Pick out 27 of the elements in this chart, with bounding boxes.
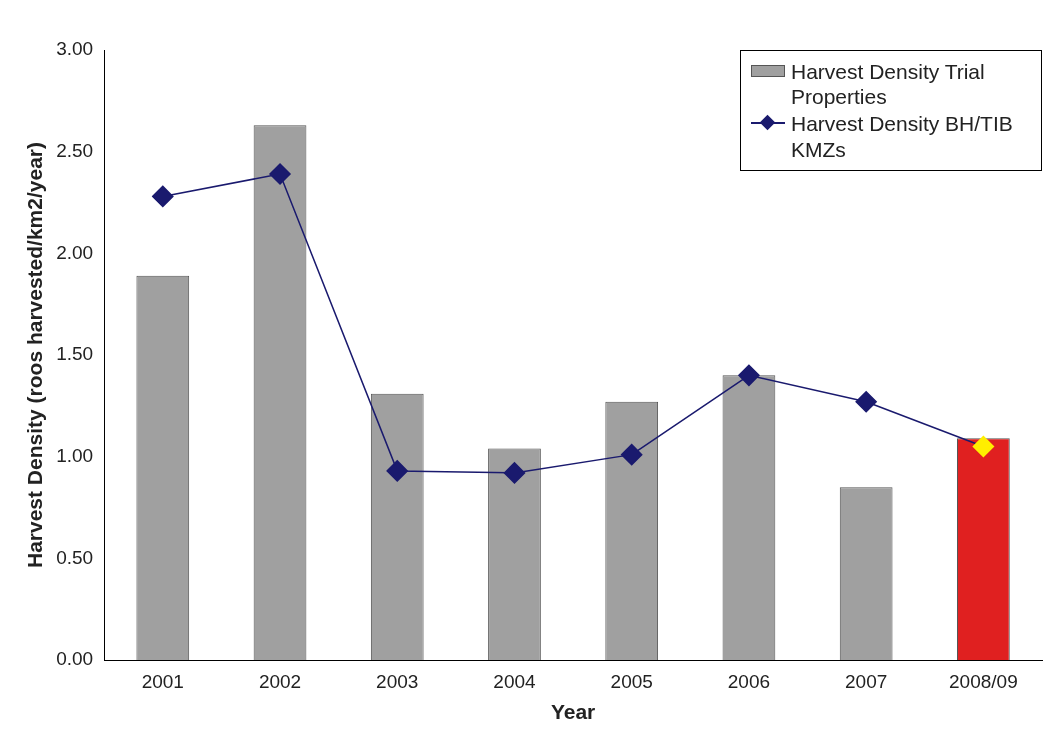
point	[855, 391, 877, 413]
x-tick-label: 2006	[727, 670, 771, 692]
x-tick-label: 2002	[258, 670, 302, 692]
x-tick-label: 2008/09	[949, 670, 1018, 692]
y-tick-label: 3.00	[56, 38, 94, 60]
point	[620, 443, 643, 466]
x-tick-label: 2003	[376, 670, 419, 692]
x-tick-label: 2005	[610, 670, 653, 692]
x-axis-title: Year	[550, 700, 596, 724]
x-tick-label: 2007	[845, 670, 888, 692]
y-tick-label: 2.00	[56, 241, 94, 263]
point	[972, 435, 995, 458]
legend-label: Harvest Density Trial Properties	[791, 59, 986, 110]
point	[152, 185, 174, 208]
point	[269, 163, 291, 185]
y-axis-title: Harvest Density (roos harvested/km2/year)	[23, 141, 47, 569]
point	[503, 462, 526, 484]
y-tick-label: 1.00	[56, 444, 94, 466]
y-tick-label: 2.50	[56, 139, 94, 161]
legend-label: Harvest Density BH/TIB KMZs	[791, 111, 1014, 162]
point	[738, 364, 760, 387]
point	[386, 460, 408, 482]
x-tick-label: 2001	[141, 670, 184, 692]
x-tick-label: 2004	[493, 670, 537, 692]
y-tick-label: 0.00	[56, 648, 94, 670]
y-tick-label: 1.50	[56, 343, 94, 365]
y-tick-label: 0.50	[56, 546, 94, 568]
